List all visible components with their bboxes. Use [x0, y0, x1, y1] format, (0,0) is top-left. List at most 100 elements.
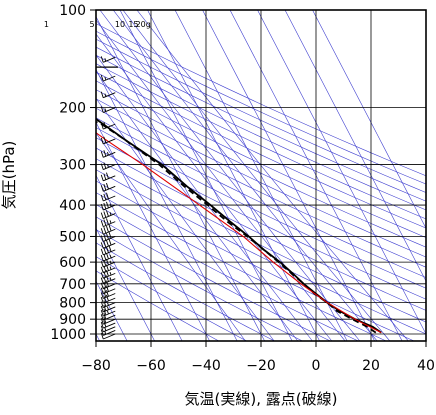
- isotherm-line: [147, 10, 320, 341]
- isotherm-line: [229, 10, 403, 341]
- wind-barb-half: [104, 76, 107, 81]
- dry-adiabat: [96, 192, 387, 341]
- wind-barb-flag: [103, 300, 107, 307]
- wind-barb-flag: [100, 287, 104, 294]
- wind-barb-flag: [103, 211, 107, 218]
- wind-barb-flag: [100, 260, 104, 268]
- wind-barb-staff: [103, 278, 116, 285]
- y-tick-label: 300: [59, 158, 86, 174]
- wind-barb: [100, 224, 116, 235]
- wind-barb-flag: [100, 163, 104, 170]
- wind-barb: [100, 294, 116, 304]
- wind-barb-staff: [103, 306, 116, 313]
- y-tick-label: 200: [59, 101, 86, 117]
- wind-barb-flag: [100, 318, 104, 325]
- wind-barb-flag: [100, 174, 104, 181]
- wind-barb-flag: [103, 281, 107, 288]
- wind-barb-half: [107, 152, 109, 156]
- x-axis-ticks: −80 −60 −40 −20 0 20 40: [81, 341, 435, 374]
- wind-barb-staff: [103, 75, 116, 82]
- wind-barb-half: [109, 212, 112, 216]
- wind-barb-staff: [103, 333, 116, 340]
- dry-adiabat: [96, 38, 426, 193]
- wind-barb-staff: [103, 267, 116, 274]
- wind-barb-flag: [103, 184, 107, 191]
- dewpoint-line: [96, 121, 377, 334]
- wind-barb-flag: [108, 245, 112, 252]
- wind-barb-flag: [106, 252, 109, 260]
- wind-barb-flag: [100, 282, 104, 289]
- dry-adiabat: [96, 147, 426, 311]
- wind-barb-flag: [106, 239, 109, 247]
- dry-adiabat: [96, 117, 426, 278]
- mixing-ratio-line: [96, 19, 346, 341]
- wind-barb-flag: [106, 218, 109, 225]
- y-tick-label: 900: [59, 312, 86, 328]
- wind-barb: [100, 300, 116, 309]
- x-tick-label: −40: [191, 358, 221, 374]
- wind-barb: [100, 312, 116, 321]
- profile-series: [96, 66, 382, 334]
- wind-barb-staff: [103, 204, 116, 211]
- wind-barb-staff: [103, 314, 116, 321]
- wind-barb-flag: [106, 210, 109, 217]
- isotherm-line: [202, 10, 375, 341]
- wind-barb-flag: [100, 203, 104, 211]
- wind-barb-half: [104, 93, 107, 97]
- wind-barb: [100, 270, 116, 279]
- wind-barb-staff: [103, 310, 116, 317]
- wind-barb: [100, 332, 116, 340]
- wind-barb-half: [104, 108, 107, 112]
- y-tick-label: 500: [59, 229, 86, 245]
- wind-barb: [100, 280, 116, 290]
- wind-barb-half: [109, 220, 112, 224]
- wind-barb: [100, 252, 116, 262]
- wind-barb-staff: [103, 175, 116, 182]
- wind-barb: [100, 304, 116, 313]
- wind-barb-flag: [103, 121, 107, 129]
- dry-adiabat: [96, 71, 426, 229]
- mixing-ratio-line: [112, 10, 378, 341]
- wind-barb-flag: [100, 248, 104, 256]
- wind-barb-flag: [100, 235, 104, 242]
- wind-barb: [100, 121, 116, 130]
- dry-adiabat: [96, 158, 426, 323]
- wind-barb-flag: [100, 296, 104, 304]
- mixing-ratio-line: [122, 10, 391, 341]
- dry-adiabat: [96, 216, 331, 341]
- wind-barb-staff: [103, 322, 116, 329]
- parcel-line: [96, 132, 382, 334]
- wind-barb-staff: [103, 261, 116, 268]
- wind-barb-staff: [103, 242, 116, 249]
- wind-barb-staff: [103, 326, 116, 333]
- wind-barb-flag: [100, 194, 104, 202]
- wind-barb-staff: [103, 138, 116, 145]
- wind-barb-flag: [103, 308, 107, 316]
- wind-barb-flag: [103, 312, 107, 320]
- wind-barb-flag: [108, 224, 112, 232]
- wind-barb-flag: [100, 309, 104, 317]
- wind-barb-half: [109, 266, 112, 270]
- wind-barb: [100, 192, 116, 202]
- wind-barb: [100, 325, 116, 333]
- mixing-ratio-line: [96, 54, 313, 341]
- wind-barb-staff: [103, 185, 116, 192]
- dry-adiabat: [96, 137, 426, 300]
- wind-barb-flag: [100, 228, 104, 235]
- wind-barb-flag: [100, 74, 104, 82]
- wind-barb-half: [107, 164, 109, 168]
- x-tick-label: 40: [417, 358, 435, 374]
- wind-barb-staff: [103, 221, 116, 228]
- mixing-ratio-label: 5: [90, 20, 95, 29]
- wind-barb-flag: [100, 329, 104, 336]
- wind-barb: [100, 162, 116, 171]
- wind-barb-staff: [103, 302, 116, 309]
- wind-barb-staff: [103, 283, 116, 290]
- mixing-ratio-label: 10: [115, 20, 125, 29]
- wind-barb-flag: [106, 246, 109, 253]
- x-tick-label: −60: [136, 358, 166, 374]
- wind-barb-staff: [103, 288, 116, 295]
